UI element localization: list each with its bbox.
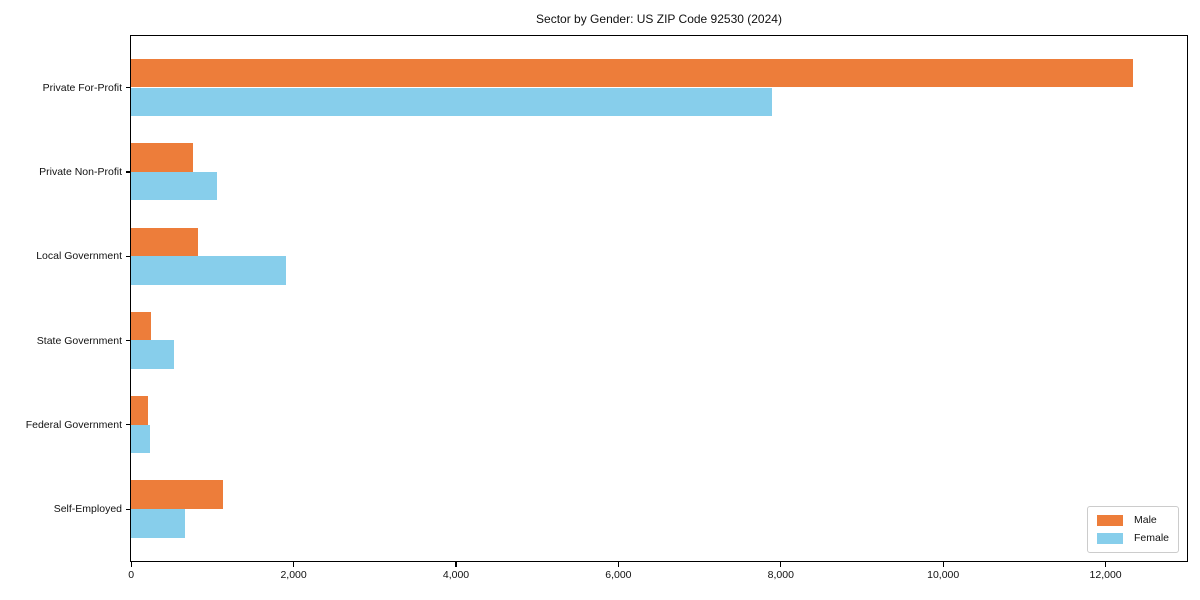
x-tick-mark bbox=[293, 562, 295, 567]
bar-female-private-for-profit bbox=[131, 87, 773, 117]
bar-female-state-government bbox=[131, 340, 175, 369]
x-tick-label: 4,000 bbox=[442, 569, 470, 581]
legend-item-female: Female bbox=[1096, 532, 1169, 545]
bar-male-local-government bbox=[131, 227, 199, 257]
x-tick-mark bbox=[942, 562, 944, 567]
x-tick-mark bbox=[617, 562, 619, 567]
x-tick-label: 12,000 bbox=[1089, 569, 1122, 581]
bar-male-federal-government bbox=[131, 396, 149, 425]
x-tick-label: 2,000 bbox=[280, 569, 307, 581]
y-tick-mark bbox=[125, 87, 130, 89]
legend: Male Female bbox=[1086, 506, 1179, 553]
chart-title: Sector by Gender: US ZIP Code 92530 (202… bbox=[536, 12, 782, 26]
y-axis-label-federal-government: Federal Government bbox=[25, 418, 122, 431]
bar-female-private-non-profit bbox=[131, 171, 218, 201]
y-tick-mark bbox=[125, 340, 130, 342]
y-axis-label-state-government: State Government bbox=[36, 334, 122, 347]
bar-female-local-government bbox=[131, 256, 287, 285]
legend-label-female: Female bbox=[1133, 532, 1169, 544]
y-axis-label-local-government: Local Government bbox=[36, 250, 122, 263]
y-axis-label-private-non-profit: Private Non-Profit bbox=[39, 166, 122, 178]
plot-area: Male Female bbox=[130, 35, 1188, 562]
y-tick-mark bbox=[125, 171, 130, 173]
legend-label-male: Male bbox=[1133, 514, 1157, 526]
x-tick-label: 8,000 bbox=[767, 569, 794, 581]
y-axis-label-private-for-profit: Private For-Profit bbox=[42, 81, 122, 94]
legend-swatch-female bbox=[1096, 533, 1123, 544]
y-tick-mark bbox=[125, 424, 130, 426]
bar-male-state-government bbox=[131, 311, 152, 341]
y-axis-label-self-employed: Self-Employed bbox=[53, 503, 122, 516]
x-tick-mark bbox=[455, 562, 457, 567]
legend-swatch-male bbox=[1096, 515, 1123, 526]
y-tick-mark bbox=[125, 508, 130, 510]
x-tick-mark bbox=[780, 562, 782, 567]
bar-male-private-for-profit bbox=[131, 58, 1133, 88]
legend-item-male: Male bbox=[1096, 514, 1169, 527]
x-tick-label: 6,000 bbox=[605, 569, 632, 581]
x-tick-mark bbox=[130, 562, 132, 567]
bar-male-private-non-profit bbox=[131, 143, 193, 172]
x-tick-mark bbox=[1105, 562, 1107, 567]
bar-female-federal-government bbox=[131, 424, 151, 454]
bar-female-self-employed bbox=[131, 509, 185, 538]
bar-male-self-employed bbox=[131, 480, 223, 509]
x-tick-label: 0 bbox=[128, 569, 135, 581]
y-tick-mark bbox=[125, 255, 130, 257]
x-tick-label: 10,000 bbox=[927, 569, 960, 581]
